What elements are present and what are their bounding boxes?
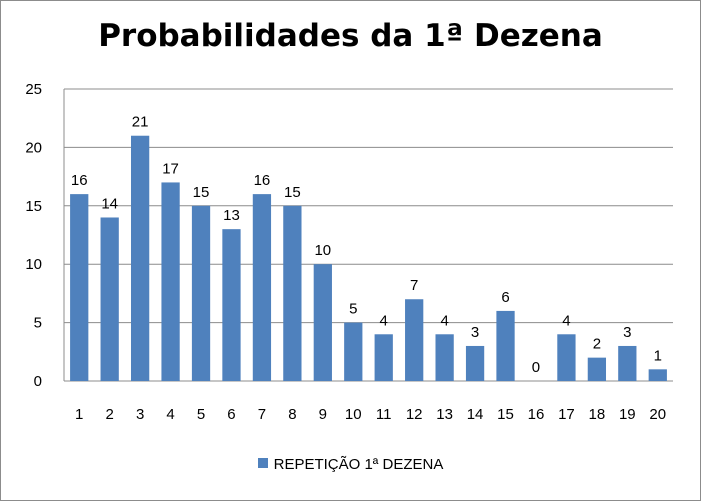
x-tick-label: 4 <box>166 406 174 423</box>
data-label: 14 <box>101 195 118 212</box>
data-label: 4 <box>562 312 570 329</box>
x-tick-label: 19 <box>619 406 636 423</box>
data-label: 10 <box>314 242 331 259</box>
x-tick-label: 3 <box>136 406 144 423</box>
data-label: 6 <box>501 289 509 306</box>
bar <box>252 194 272 381</box>
data-label: 0 <box>532 359 540 376</box>
x-tick-label: 17 <box>558 406 575 423</box>
x-tick-label: 8 <box>288 406 296 423</box>
bar <box>70 194 89 381</box>
x-tick-label: 12 <box>406 406 423 423</box>
bar <box>435 334 454 381</box>
x-tick-label: 18 <box>589 406 606 423</box>
x-tick-label: 13 <box>436 406 453 423</box>
bar <box>130 135 150 381</box>
bar <box>374 334 393 381</box>
bar <box>222 229 241 381</box>
bar <box>465 345 485 381</box>
data-label: 16 <box>71 172 88 189</box>
data-label: 17 <box>162 160 179 177</box>
x-tick-label: 15 <box>497 406 514 423</box>
bar <box>405 299 424 381</box>
data-label: 2 <box>593 336 601 353</box>
bar <box>648 369 667 381</box>
data-label: 4 <box>440 312 448 329</box>
y-tick-label: 15 <box>25 198 42 215</box>
x-tick-label: 10 <box>345 406 362 423</box>
data-label: 13 <box>223 207 240 224</box>
x-tick-label: 2 <box>106 406 114 423</box>
data-label: 21 <box>132 114 149 131</box>
legend-label: REPETIÇÃO 1ª DEZENA <box>273 456 444 473</box>
x-tick-label: 6 <box>227 406 235 423</box>
bar <box>100 217 119 381</box>
bar <box>313 264 332 381</box>
data-label: 15 <box>193 184 210 201</box>
bar <box>587 357 607 381</box>
y-tick-label: 0 <box>34 373 42 390</box>
y-tick-label: 20 <box>25 139 42 156</box>
x-tick-label: 5 <box>197 406 205 423</box>
data-label: 1 <box>654 347 662 364</box>
data-label: 3 <box>471 324 479 341</box>
bar <box>283 205 302 381</box>
x-tick-label: 16 <box>528 406 545 423</box>
data-label: 15 <box>284 184 301 201</box>
bar <box>618 345 637 381</box>
legend-swatch <box>257 458 268 468</box>
x-tick-label: 1 <box>75 406 83 423</box>
data-label: 3 <box>623 324 631 341</box>
data-label: 5 <box>349 301 357 318</box>
data-label: 16 <box>254 172 271 189</box>
y-tick-label: 5 <box>34 315 42 332</box>
bar <box>344 322 363 381</box>
y-tick-label: 25 <box>25 81 42 98</box>
x-tick-label: 14 <box>467 406 484 423</box>
legend: REPETIÇÃO 1ª DEZENA <box>0 456 701 473</box>
data-label: 4 <box>380 312 388 329</box>
bar <box>191 205 211 381</box>
chart-title: Probabilidades da 1ª Dezena <box>98 18 603 54</box>
y-tick-label: 10 <box>25 256 42 273</box>
x-tick-label: 9 <box>319 406 327 423</box>
bar <box>496 310 515 381</box>
x-tick-label: 11 <box>376 406 392 423</box>
x-tick-label: 7 <box>258 406 266 423</box>
bar <box>557 334 576 381</box>
x-tick-label: 20 <box>649 406 666 423</box>
bar <box>161 182 180 381</box>
data-label: 7 <box>410 277 418 294</box>
